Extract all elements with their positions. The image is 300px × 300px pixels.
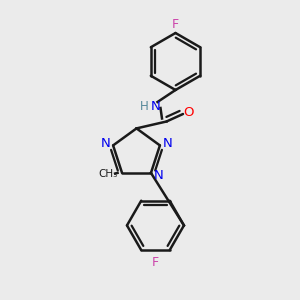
Text: CH₃: CH₃	[98, 169, 117, 179]
Text: H: H	[140, 100, 148, 113]
Text: N: N	[101, 137, 110, 150]
Text: N: N	[151, 100, 161, 113]
Text: N: N	[163, 137, 172, 150]
Text: F: F	[152, 256, 159, 269]
Text: N: N	[154, 169, 163, 182]
Text: F: F	[172, 18, 179, 31]
Text: O: O	[183, 106, 194, 119]
